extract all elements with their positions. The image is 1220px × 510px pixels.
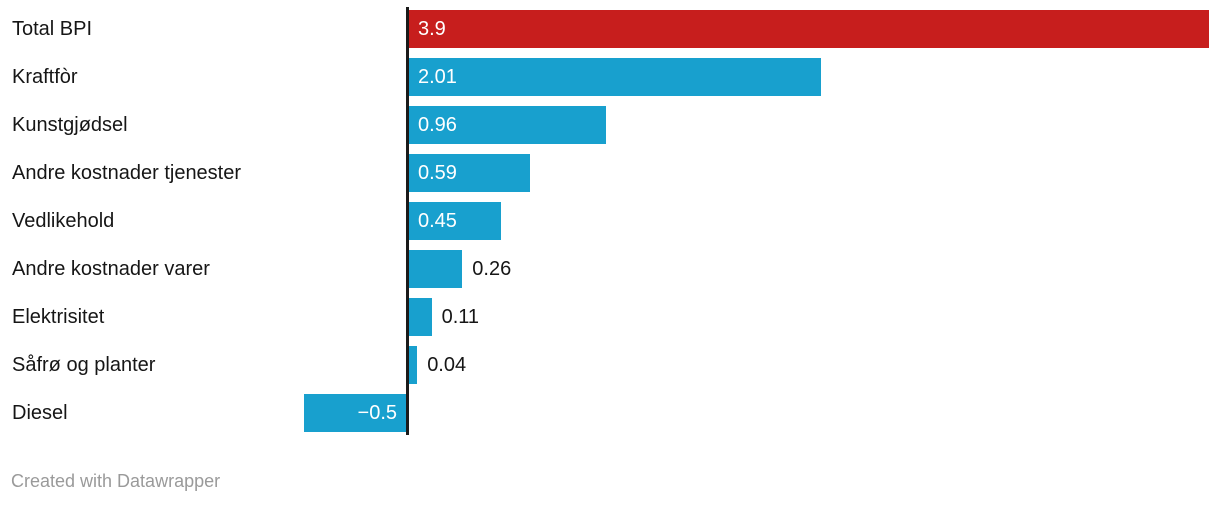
bar-row: Elektrisitet 0.11	[0, 298, 1220, 346]
value-label: −0.5	[357, 402, 397, 424]
value-label: 0.59	[418, 162, 457, 184]
bar	[409, 298, 432, 336]
chart-rows: Total BPI 3.9 Kraftfòr 2.01 Kunstgjødsel 0.96…	[0, 10, 1220, 442]
bar	[409, 346, 418, 384]
datawrapper-attribution-link[interactable]: Created with Datawrapper	[11, 471, 221, 491]
category-label: Kunstgjødsel	[12, 114, 128, 136]
category-label: Kraftfòr	[12, 66, 78, 88]
bar	[409, 250, 463, 288]
category-label: Andre kostnader tjenester	[12, 162, 242, 184]
bar: 3.9	[409, 10, 1209, 48]
bar-row: Kraftfòr 2.01	[0, 58, 1220, 106]
value-label: 0.96	[418, 114, 457, 136]
category-label: Total BPI	[12, 18, 93, 40]
category-label: Vedlikehold	[12, 210, 115, 232]
bar-row: Kunstgjødsel 0.96	[0, 106, 1220, 154]
bar: 0.45	[409, 202, 502, 240]
value-label: 0.04	[427, 354, 467, 376]
value-label: 2.01	[418, 66, 457, 88]
value-label: 0.26	[472, 258, 512, 280]
bar-row: Andre kostnader tjenester 0.59	[0, 154, 1220, 202]
category-label: Såfrø og planter	[12, 354, 156, 376]
bar-row: Vedlikehold 0.45	[0, 202, 1220, 250]
value-label: 0.45	[418, 210, 457, 232]
category-label: Elektrisitet	[12, 306, 105, 328]
category-label: Andre kostnader varer	[12, 258, 210, 280]
bar-row: Såfrø og planter 0.04	[0, 346, 1220, 394]
bar-row: Andre kostnader varer 0.26	[0, 250, 1220, 298]
zero-axis-line	[406, 7, 409, 435]
category-label: Diesel	[12, 402, 68, 424]
bar-row: Diesel −0.5	[0, 394, 1220, 442]
bar-row: Total BPI 3.9	[0, 10, 1220, 58]
value-label: 3.9	[418, 18, 446, 40]
bar: 0.96	[409, 106, 606, 144]
bar: 0.59	[409, 154, 530, 192]
bar: 2.01	[409, 58, 821, 96]
value-label: 0.11	[441, 306, 480, 328]
bar: −0.5	[303, 394, 406, 432]
